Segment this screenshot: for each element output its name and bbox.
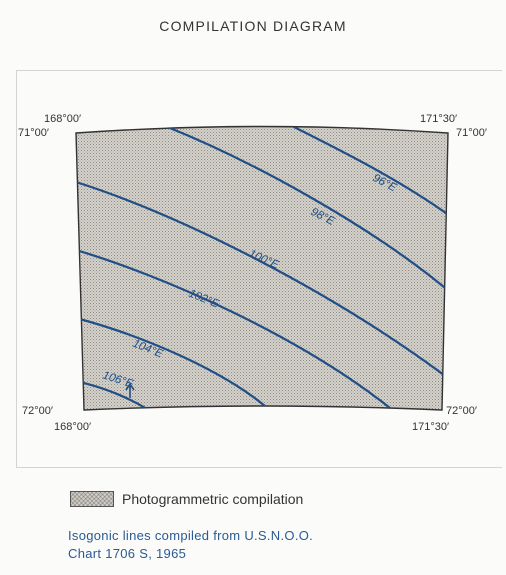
corner-bottom-right-latitude: 72°00′ [446, 405, 477, 417]
source-note-line-2: Chart 1706 S, 1965 [68, 546, 187, 561]
corner-bottom-left-latitude: 72°00′ [22, 405, 53, 417]
legend-label: Photogrammetric compilation [122, 491, 304, 507]
compilation-area [75, 125, 449, 411]
isogonic-line-104 [76, 316, 273, 410]
map-frame [16, 70, 502, 468]
corner-top-left-longitude: 168°00′ [44, 113, 81, 125]
isogonic-line-100 [76, 180, 448, 379]
isogonic-line-98 [164, 126, 448, 293]
corner-bottom-left-longitude: 168°00′ [54, 421, 91, 433]
legend-swatch [70, 491, 114, 507]
north-arrow-icon [125, 382, 135, 398]
diagram-title: COMPILATION DIAGRAM [159, 18, 347, 34]
source-note-line-1: Isogonic lines compiled from U.S.N.O.O. [68, 528, 314, 543]
corner-bottom-right-longitude: 171°30′ [412, 421, 449, 433]
corner-top-left-latitude: 71°00′ [18, 127, 49, 139]
isogonic-line-102 [76, 248, 396, 410]
corner-top-right-latitude: 71°00′ [456, 127, 487, 139]
corner-top-right-longitude: 171°30′ [420, 113, 457, 125]
isogonic-line-96 [291, 126, 448, 217]
